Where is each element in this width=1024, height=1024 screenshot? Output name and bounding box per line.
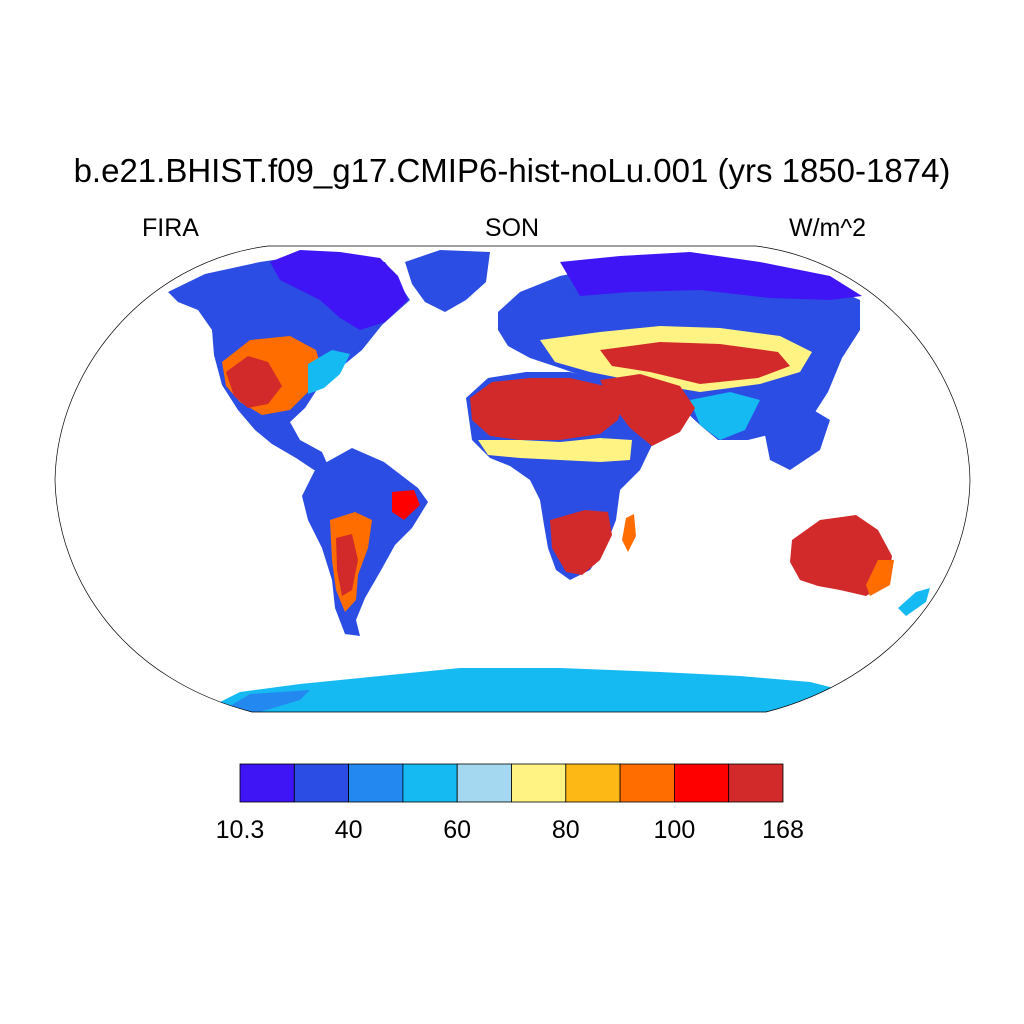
colorbar-tick-label: 60 xyxy=(443,816,471,844)
colorbar-box xyxy=(456,763,512,803)
colorbar-box xyxy=(728,763,784,803)
atacama-hot xyxy=(336,534,358,596)
colorbar-box xyxy=(674,763,730,803)
madagascar xyxy=(622,514,636,552)
southeast-asia xyxy=(760,402,830,470)
greenland xyxy=(405,250,490,312)
colorbar-box xyxy=(239,763,295,803)
colorbar-tick-label: 80 xyxy=(552,816,580,844)
eurasia-north-cold xyxy=(560,252,862,300)
australia xyxy=(790,515,892,596)
colorbar-box xyxy=(565,763,621,803)
colorbar-box xyxy=(293,763,349,803)
colorbar-tick-label: 40 xyxy=(335,816,363,844)
new-zealand xyxy=(898,588,930,616)
season-label: SON xyxy=(484,214,540,242)
southern-africa-hot xyxy=(550,510,612,575)
sahara xyxy=(470,378,624,440)
colorbar-box xyxy=(348,763,404,803)
colorbar-box xyxy=(402,763,458,803)
variable-label: FIRA xyxy=(142,214,199,242)
units-label: W/m^2 xyxy=(789,214,867,242)
antarctica-edge xyxy=(220,690,310,712)
us-southwest-hottest xyxy=(226,356,282,408)
colorbar-box xyxy=(511,763,567,803)
central-asia-hot xyxy=(600,342,790,384)
map-boundary xyxy=(54,245,971,713)
plot-title: b.e21.BHIST.f09_g17.CMIP6-hist-noLu.001 … xyxy=(73,152,951,189)
colorbar-labels: 10.3 40 60 80 100 168 xyxy=(216,816,804,844)
brazil-east-hot xyxy=(392,490,420,520)
australia-coast xyxy=(866,560,894,596)
colorbar-tick-label: 100 xyxy=(654,816,696,844)
colorbar-tick-label: 168 xyxy=(762,816,804,844)
colorbar-box xyxy=(619,763,675,803)
colorbar-boxes xyxy=(239,763,784,803)
us-east xyxy=(308,350,350,394)
canada-arctic xyxy=(270,250,408,330)
colorbar-tick-label: 10.3 xyxy=(216,816,265,844)
south-asia xyxy=(690,392,760,440)
antarctica xyxy=(200,668,870,712)
sahel xyxy=(478,438,632,462)
arabia xyxy=(600,374,695,446)
